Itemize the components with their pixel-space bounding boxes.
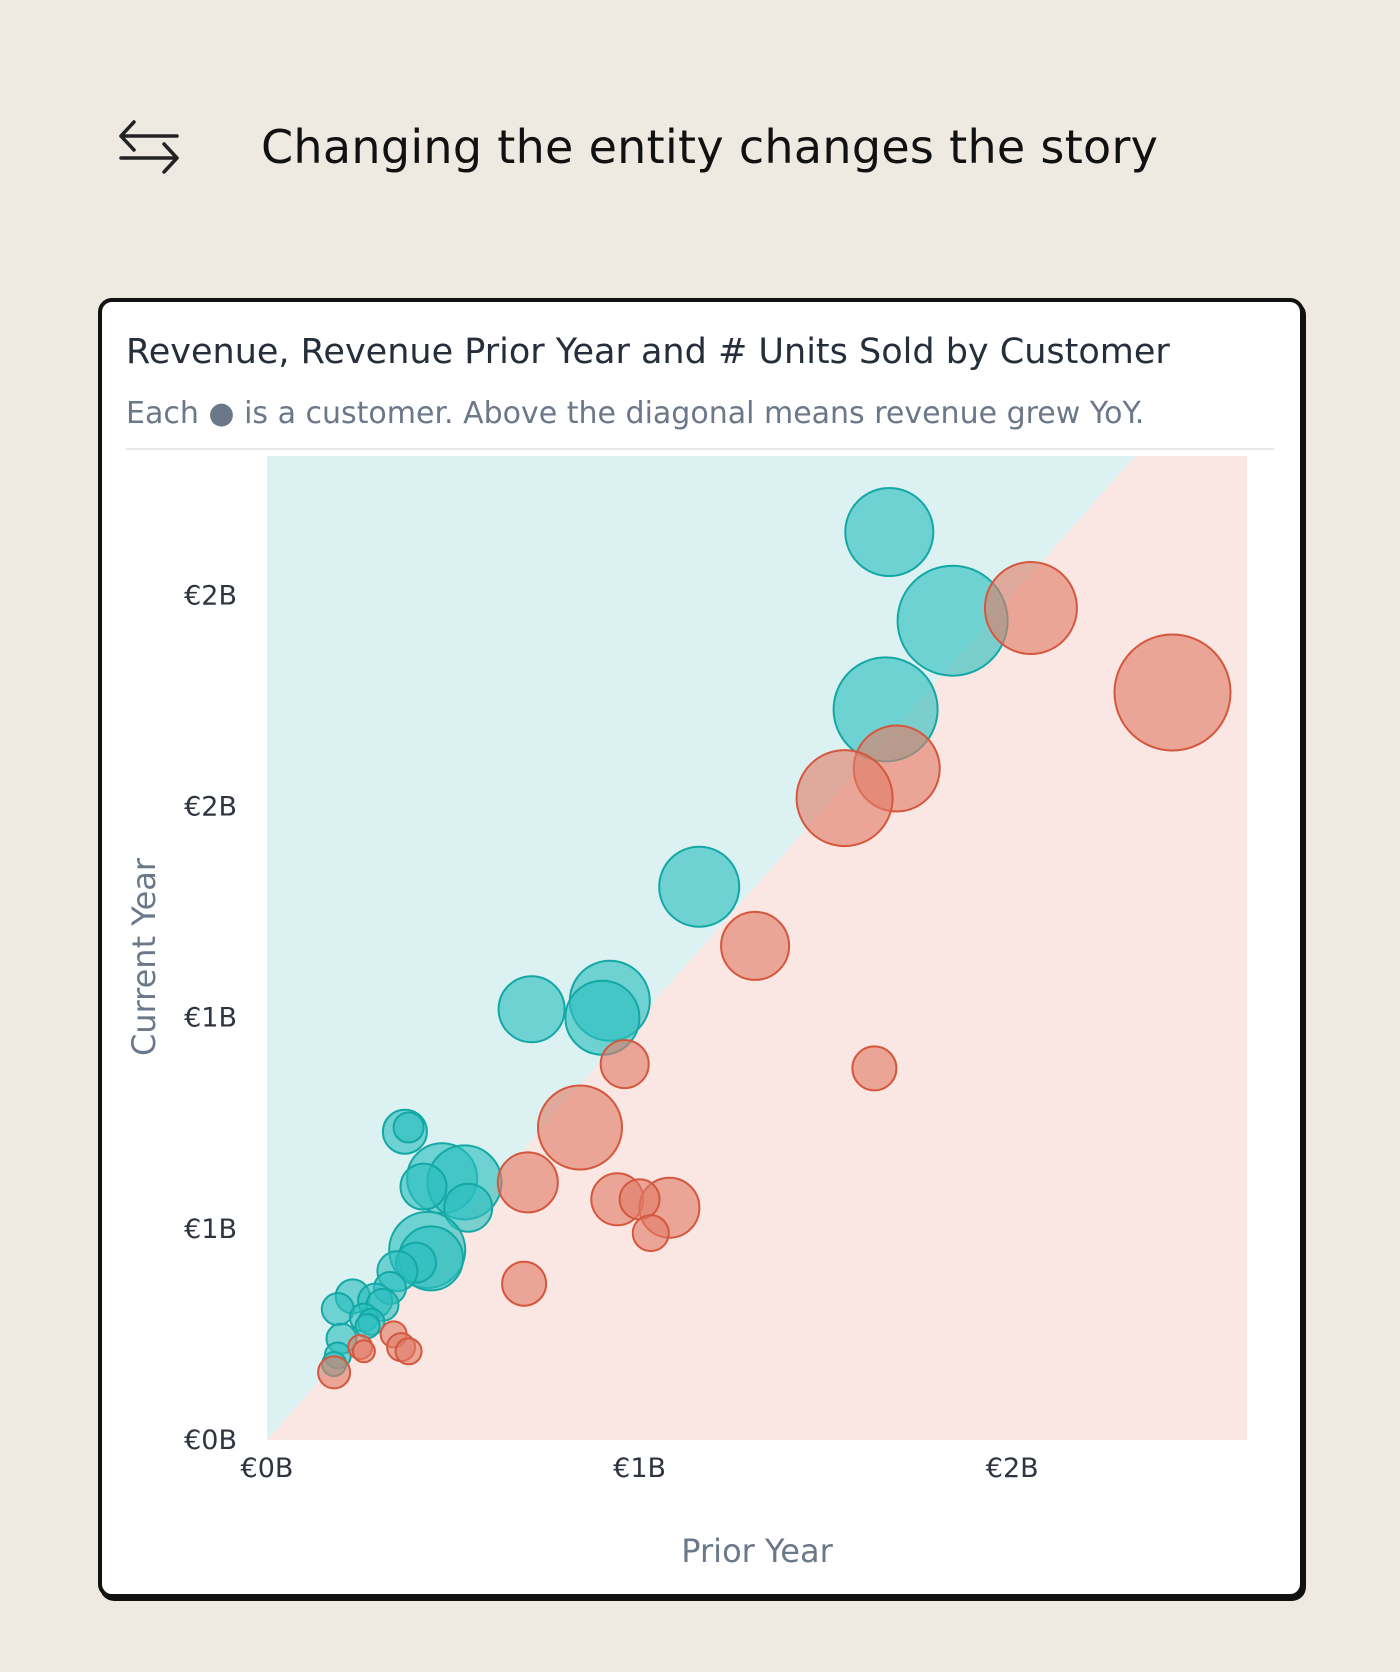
bubble-decline-12[interactable] [618, 1178, 661, 1221]
y-tick-label-4: €2B [184, 792, 237, 823]
bubble-decline-8[interactable] [537, 1084, 623, 1171]
bubble-growth-22[interactable] [320, 1292, 355, 1327]
bubble-chart: €0B €1B €1B €2B €2B €0B €1B €2B Prior Year Cur… [125, 456, 1247, 1570]
x-tick-label-1: €0B [241, 1453, 294, 1484]
bubble-decline-19[interactable] [351, 1339, 376, 1364]
bubble-decline-20[interactable] [317, 1355, 352, 1390]
bubble-growth-12[interactable] [399, 1162, 448, 1211]
chart-card: Revenue, Revenue Prior Year and # Units … [98, 298, 1304, 1598]
swap-arrows-icon [119, 120, 179, 174]
x-tick-label-3: €2B [986, 1453, 1039, 1484]
bubble-decline-1[interactable] [983, 561, 1078, 655]
y-tick-label-2: €1B [184, 1214, 237, 1245]
bubble-decline-7[interactable] [851, 1045, 898, 1092]
bubble-decline-14[interactable] [501, 1260, 548, 1307]
bubble-decline-9[interactable] [496, 1151, 559, 1214]
chart-title: Revenue, Revenue Prior Year and # Units … [126, 332, 1170, 372]
x-tick-label-2: €1B [613, 1453, 666, 1484]
y-tick-label-3: €1B [184, 1003, 237, 1034]
bubble-growth-4[interactable] [658, 845, 741, 928]
y-axis-label: Current Year [125, 857, 163, 1056]
chart-subtitle: Each ● is a customer. Above the diagonal… [126, 396, 1145, 431]
y-axis-ticks: €0B €1B €1B €2B €2B [184, 580, 237, 1456]
bubble-decline-2[interactable] [1113, 633, 1232, 752]
x-axis-label: Prior Year [681, 1532, 833, 1570]
page-title: Changing the entity changes the story [261, 120, 1159, 174]
y-tick-label-5: €2B [184, 580, 237, 611]
bubble-growth-9[interactable] [392, 1111, 425, 1144]
header-divider [126, 448, 1274, 450]
bubble-growth-1[interactable] [844, 487, 935, 577]
bubble-growth-7[interactable] [497, 975, 566, 1044]
page-header: Changing the entity changes the story [117, 112, 1158, 182]
y-tick-label-1: €0B [184, 1425, 237, 1456]
bubble-decline-6[interactable] [599, 1039, 650, 1090]
bubble-decline-13[interactable] [631, 1214, 670, 1253]
bubble-growth-13[interactable] [443, 1182, 494, 1233]
bubble-decline-5[interactable] [720, 910, 791, 981]
bubble-decline-17[interactable] [394, 1337, 423, 1366]
bubble-decline-4[interactable] [795, 749, 894, 848]
x-axis-ticks: €0B €1B €2B [241, 1453, 1039, 1484]
bubble-layer [317, 487, 1232, 1390]
